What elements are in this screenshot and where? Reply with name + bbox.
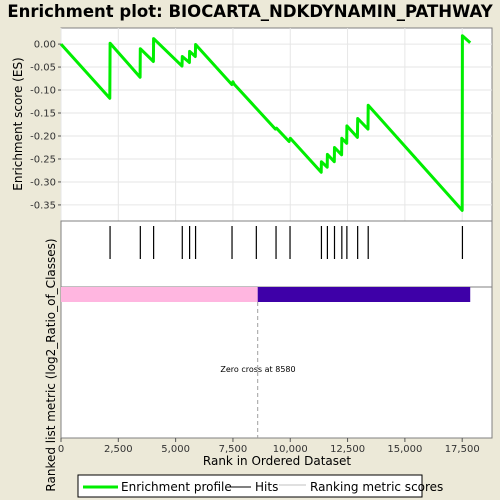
- x-tick-label: 2,500: [104, 444, 133, 455]
- es-panel: [60, 27, 493, 222]
- x-tick-label: 12,500: [330, 444, 365, 455]
- legend-label-enrichment-profile: Enrichment profile: [121, 480, 232, 494]
- x-tick-label: 17,500: [445, 444, 480, 455]
- x-tick-label: 15,000: [387, 444, 422, 455]
- x-tick-label: 5,000: [161, 444, 190, 455]
- zero-cross-annotation: Zero cross at 8580: [220, 365, 295, 374]
- metric-positive-bar: [61, 287, 258, 302]
- es-y-tick-label: -0.20: [30, 131, 56, 142]
- metric-panel: [60, 286, 493, 439]
- metric-y-axis-label: Ranked list metric (log2_Ratio_of_Classe…: [44, 238, 58, 491]
- x-axis-ticks: 0 2,500 5,000 7,500 10,000 12,500 15,000 17,500: [58, 438, 480, 455]
- legend: Enrichment profile Hits Ranking metric s…: [77, 474, 443, 498]
- x-axis-label: Rank in Ordered Dataset: [203, 454, 351, 468]
- es-y-ticks: 0.00 -0.05 -0.10 -0.15 -0.20 -0.25 -0.30 -0.35: [30, 40, 61, 211]
- es-y-tick-label: 0.00: [34, 40, 56, 51]
- hit-marks: [109, 226, 464, 259]
- legend-box: [77, 474, 423, 498]
- es-y-tick-label: -0.10: [30, 86, 56, 97]
- metric-negative-bar: [257, 287, 471, 302]
- chart-title: Enrichment plot: BIOCARTA_NDKDYNAMIN_PAT…: [7, 2, 493, 21]
- es-y-tick-label: -0.25: [30, 154, 56, 165]
- es-y-tick-label: -0.15: [30, 109, 56, 120]
- enrichment-profile-line: [59, 34, 472, 212]
- x-tick-label: 0: [58, 444, 64, 455]
- legend-label-ranking-metric: Ranking metric scores: [310, 480, 443, 494]
- x-tick-label: 7,500: [219, 444, 248, 455]
- legend-label-hits: Hits: [255, 480, 278, 494]
- x-tick-label: 10,000: [273, 444, 308, 455]
- es-y-tick-label: -0.30: [30, 177, 56, 188]
- es-y-tick-label: -0.05: [30, 63, 56, 74]
- es-y-axis-label: Enrichment score (ES): [11, 57, 25, 190]
- es-y-tick-label: -0.35: [30, 200, 56, 211]
